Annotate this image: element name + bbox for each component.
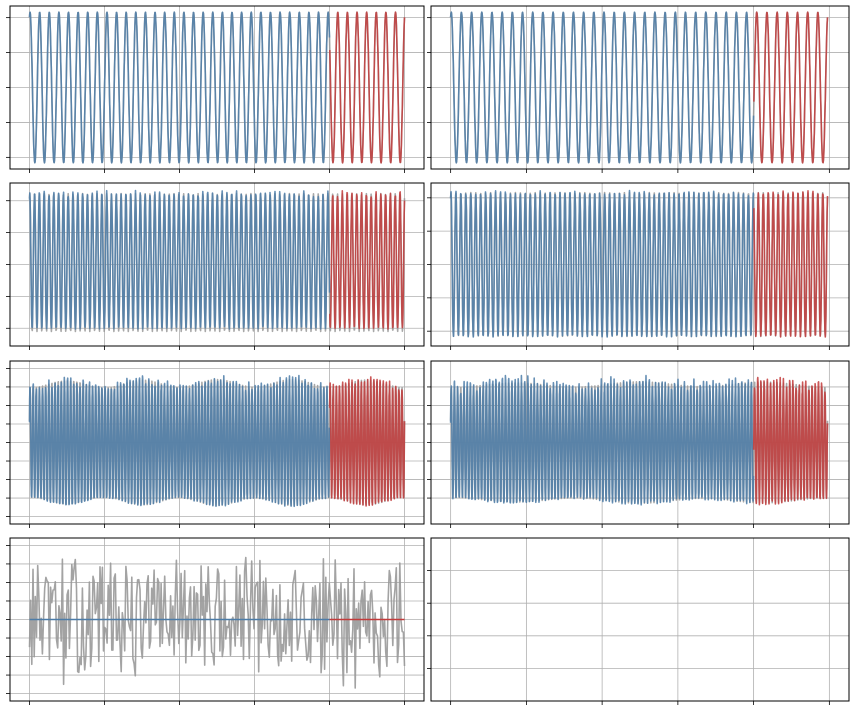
subplot-8 <box>427 537 850 705</box>
series-forecast <box>753 11 829 164</box>
series-fit <box>28 11 331 164</box>
subplot-2 <box>427 5 850 173</box>
series-fit <box>449 189 755 338</box>
subplot-3 <box>6 182 425 350</box>
series-forecast <box>329 11 406 164</box>
series-fit <box>449 374 755 506</box>
axes-frame <box>430 360 850 525</box>
axes-frame <box>9 5 425 170</box>
axes-frame <box>9 182 425 347</box>
series-target <box>28 556 406 689</box>
series-fit <box>28 374 331 508</box>
axes-frame <box>9 360 425 525</box>
axes-frame <box>430 5 850 170</box>
series-forecast <box>329 190 406 330</box>
series-forecast <box>328 376 406 507</box>
subplot-6 <box>427 360 850 528</box>
subplot-1 <box>6 5 425 173</box>
series-fit <box>28 189 331 330</box>
subplot-4 <box>427 182 850 350</box>
series-forecast <box>752 376 829 506</box>
subplot-5 <box>6 360 425 528</box>
series-forecast <box>753 190 829 338</box>
axes-frame <box>9 537 425 702</box>
axes-frame <box>430 182 850 347</box>
axes-frame <box>430 537 850 702</box>
subplot-7 <box>6 537 425 705</box>
series-fit <box>449 11 755 164</box>
